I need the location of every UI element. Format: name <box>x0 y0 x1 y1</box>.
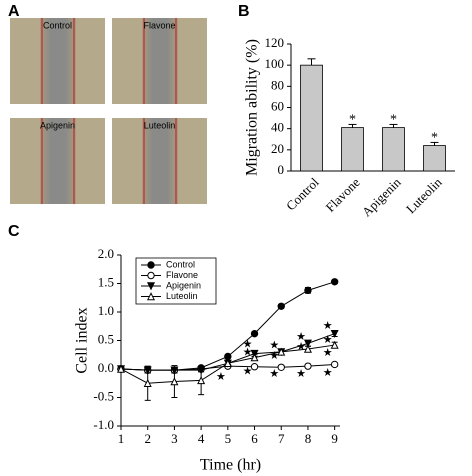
bar <box>300 64 323 172</box>
marker <box>143 378 152 387</box>
marker <box>304 286 312 295</box>
x-tick-label: 9 <box>331 431 338 446</box>
marker <box>303 344 312 353</box>
y-tick-label: 1.5 <box>98 274 114 289</box>
y-tick-label: -0.5 <box>93 388 114 403</box>
y-tick-label: 100 <box>265 56 285 71</box>
x-tick-label: 2 <box>144 431 151 446</box>
marker <box>250 353 259 362</box>
annotation: ★ <box>323 334 333 346</box>
y-axis-label: Migration ability (%) <box>244 39 261 176</box>
marker <box>146 292 156 301</box>
marker <box>277 347 286 356</box>
annotation: ★ <box>243 347 253 359</box>
annotation: ★ <box>269 340 279 352</box>
bar <box>341 127 364 172</box>
marker <box>197 376 206 385</box>
bar <box>423 145 446 172</box>
panel-label: B <box>238 3 250 20</box>
image-grid: Control Flavone Apigenin Luteolin <box>10 18 207 204</box>
y-tick-label: 0 <box>278 162 285 177</box>
marker <box>223 358 232 367</box>
annotation: ★ <box>323 367 333 379</box>
x-tick-label: Control <box>283 174 322 213</box>
x-tick-label: 6 <box>251 431 258 446</box>
y-tick-label: 0.5 <box>98 331 114 346</box>
significance: * <box>390 113 397 128</box>
marker <box>304 362 312 370</box>
x-tick-label: 3 <box>171 431 178 446</box>
image-label: Flavone <box>143 20 175 30</box>
x-tick-label: Apigenin <box>359 174 404 219</box>
annotation: ★ <box>269 368 279 380</box>
marker <box>330 329 339 338</box>
legend-label: Luteolin <box>166 291 198 301</box>
panel-label: C <box>8 223 20 240</box>
image-label: Luteolin <box>144 120 176 130</box>
y-tick-label: 2.0 <box>98 246 114 261</box>
marker <box>330 278 339 286</box>
y-tick-label: 0.0 <box>98 360 114 375</box>
scratch-gap <box>40 18 76 104</box>
y-tick-label: 60 <box>271 98 284 113</box>
x-tick-label: 8 <box>305 431 312 446</box>
annotation: ★ <box>243 365 253 377</box>
legend-label: Flavone <box>166 270 198 280</box>
significance: * <box>349 113 356 128</box>
bar <box>382 127 405 172</box>
panel-label: A <box>8 3 20 20</box>
scratch-gap <box>142 118 178 204</box>
x-tick-label: Luteolin <box>403 174 445 216</box>
marker <box>277 363 285 371</box>
scratch-gap <box>40 118 76 204</box>
image-label: Apigenin <box>40 120 75 130</box>
y-tick-label: 80 <box>271 77 284 92</box>
annotation: ★ <box>269 350 279 362</box>
significance: * <box>431 131 438 146</box>
annotation: ★ <box>323 347 333 359</box>
annotation: ★ <box>323 320 333 332</box>
legend-label: Apigenin <box>166 280 201 290</box>
y-tick-label: 1.0 <box>98 303 114 318</box>
image-label: Control <box>43 20 72 30</box>
x-axis-label: Time (hr) <box>200 457 261 474</box>
y-tick-label: 20 <box>271 141 284 156</box>
y-tick-label: 120 <box>265 35 285 50</box>
marker <box>147 261 155 269</box>
marker <box>147 271 155 280</box>
annotation: ★ <box>296 368 306 380</box>
legend-label: Control <box>166 259 195 269</box>
y-axis-label: Cell index <box>74 307 91 373</box>
marker <box>250 329 259 338</box>
marker <box>116 364 126 373</box>
marker <box>330 360 339 369</box>
marker <box>224 352 232 361</box>
marker <box>146 282 156 291</box>
x-tick-label: 1 <box>118 431 125 446</box>
x-tick-label: 5 <box>225 431 232 446</box>
marker <box>303 339 312 348</box>
x-tick-label: 4 <box>198 431 205 446</box>
annotation: ★ <box>296 331 306 343</box>
scratch-gap <box>142 18 178 104</box>
x-tick-label: Flavone <box>323 174 363 214</box>
annotation: ★ <box>296 341 306 353</box>
annotation: ★ <box>243 339 253 351</box>
marker <box>277 302 285 310</box>
y-tick-label: 40 <box>271 120 284 135</box>
marker <box>330 340 339 349</box>
marker <box>250 363 259 371</box>
x-tick-label: 7 <box>278 431 285 446</box>
marker <box>170 377 179 386</box>
annotation: ★ <box>216 371 226 383</box>
y-tick-label: -1.0 <box>93 417 114 432</box>
